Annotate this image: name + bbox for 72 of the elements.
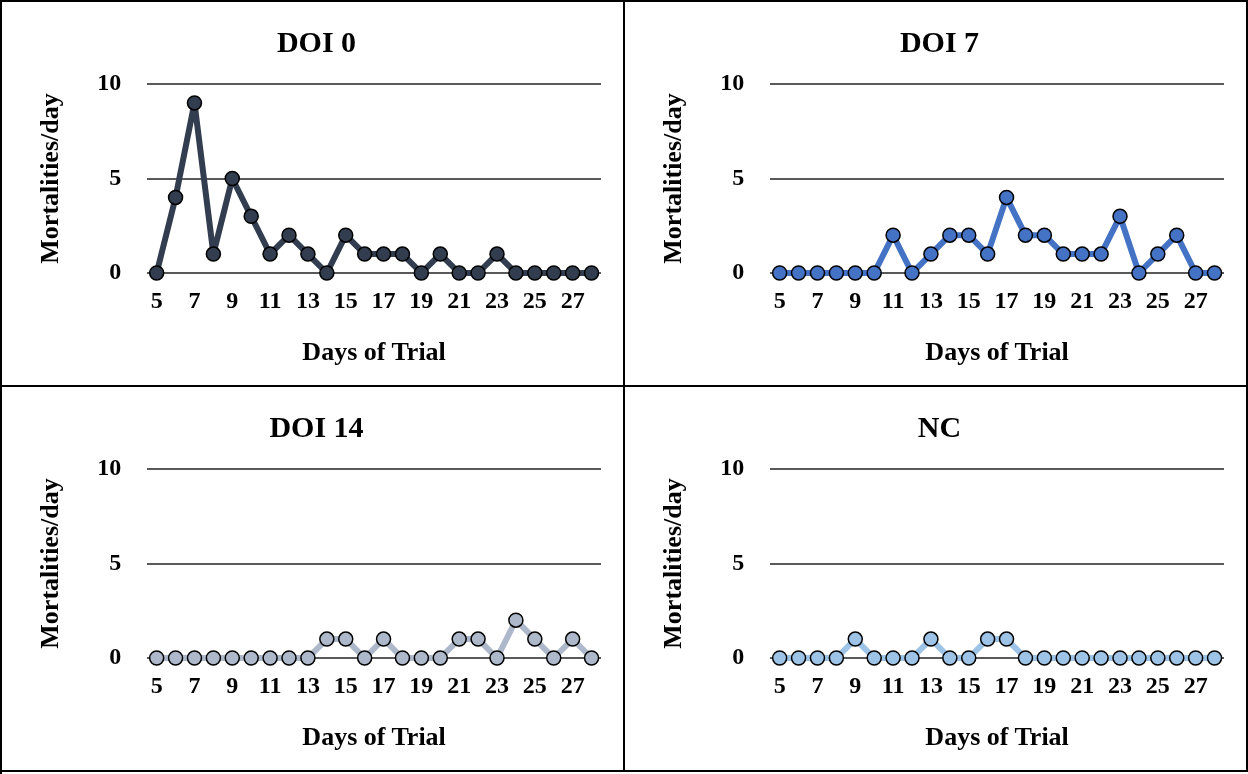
y-tick-label: 10 xyxy=(720,454,745,481)
x-tick-label: 5 xyxy=(773,286,786,313)
x-tick-label: 21 xyxy=(447,671,472,698)
x-tick-label: 23 xyxy=(1108,671,1132,698)
x-tick-label: 15 xyxy=(333,671,358,698)
y-axis-title: Mortalities/day xyxy=(35,478,65,649)
x-tick-label: 5 xyxy=(773,671,786,698)
x-tick-label: 25 xyxy=(1145,671,1170,698)
x-axis-title: Days of Trial xyxy=(925,722,1069,752)
x-axis-title: Days of Trial xyxy=(925,337,1069,367)
y-axis-title: Mortalities/day xyxy=(658,478,688,649)
x-tick-label: 25 xyxy=(522,286,547,313)
chart-title: DOI 0 xyxy=(276,24,357,58)
x-tick-label: 15 xyxy=(956,286,981,313)
x-tick-label: 9 xyxy=(849,671,862,698)
chart-title: DOI 14 xyxy=(269,409,364,443)
x-tick-label: 17 xyxy=(994,671,1019,698)
x-tick-label: 25 xyxy=(1145,286,1170,313)
y-tick-label: 10 xyxy=(720,69,745,96)
y-axis-title: Mortalities/day xyxy=(35,93,65,264)
x-tick-label: 17 xyxy=(371,286,396,313)
x-tick-label: 9 xyxy=(226,671,239,698)
x-axis-title: Days of Trial xyxy=(302,337,446,367)
y-tick-label: 10 xyxy=(97,454,122,481)
x-tick-label: 11 xyxy=(881,671,905,698)
x-tick-label: 5 xyxy=(150,286,163,313)
x-tick-label: 23 xyxy=(485,671,509,698)
x-tick-label: 27 xyxy=(1183,671,1208,698)
x-tick-label: 11 xyxy=(258,286,282,313)
x-axis-title: Days of Trial xyxy=(302,722,446,752)
x-tick-label: 9 xyxy=(849,286,862,313)
y-tick-label: 5 xyxy=(109,548,122,575)
x-tick-label: 25 xyxy=(522,671,547,698)
x-tick-label: 17 xyxy=(371,671,396,698)
x-tick-label: 21 xyxy=(447,286,472,313)
chart-title: DOI 7 xyxy=(899,24,980,58)
y-tick-label: 5 xyxy=(109,163,122,190)
x-tick-label: 21 xyxy=(1070,286,1095,313)
y-tick-label: 10 xyxy=(97,69,122,96)
y-tick-label: 0 xyxy=(109,258,122,285)
x-tick-label: 19 xyxy=(1032,671,1057,698)
x-tick-label: 27 xyxy=(560,671,585,698)
x-tick-label: 17 xyxy=(994,286,1019,313)
y-tick-label: 0 xyxy=(732,258,745,285)
x-tick-label: 13 xyxy=(918,286,943,313)
x-tick-label: 19 xyxy=(1032,286,1057,313)
y-tick-label: 5 xyxy=(732,548,745,575)
y-tick-label: 0 xyxy=(732,643,745,670)
y-tick-label: 0 xyxy=(109,643,122,670)
x-tick-label: 15 xyxy=(956,671,981,698)
x-tick-label: 27 xyxy=(560,286,585,313)
x-tick-label: 19 xyxy=(409,671,434,698)
x-tick-label: 27 xyxy=(1183,286,1208,313)
x-tick-label: 23 xyxy=(485,286,509,313)
x-tick-label: 7 xyxy=(811,286,824,313)
y-tick-label: 5 xyxy=(732,163,745,190)
x-tick-label: 21 xyxy=(1070,671,1095,698)
x-tick-label: 13 xyxy=(918,671,943,698)
x-tick-label: 9 xyxy=(226,286,239,313)
x-tick-label: 11 xyxy=(881,286,905,313)
x-tick-label: 19 xyxy=(409,286,434,313)
x-tick-label: 23 xyxy=(1108,286,1132,313)
x-tick-label: 11 xyxy=(258,671,282,698)
chart-title: NC xyxy=(917,409,962,443)
x-tick-label: 13 xyxy=(295,286,320,313)
x-tick-label: 13 xyxy=(295,671,320,698)
x-tick-label: 15 xyxy=(333,286,358,313)
x-tick-label: 7 xyxy=(811,671,824,698)
x-tick-label: 7 xyxy=(188,671,201,698)
y-axis-title: Mortalities/day xyxy=(658,93,688,264)
x-tick-label: 5 xyxy=(150,671,163,698)
x-tick-label: 7 xyxy=(188,286,201,313)
